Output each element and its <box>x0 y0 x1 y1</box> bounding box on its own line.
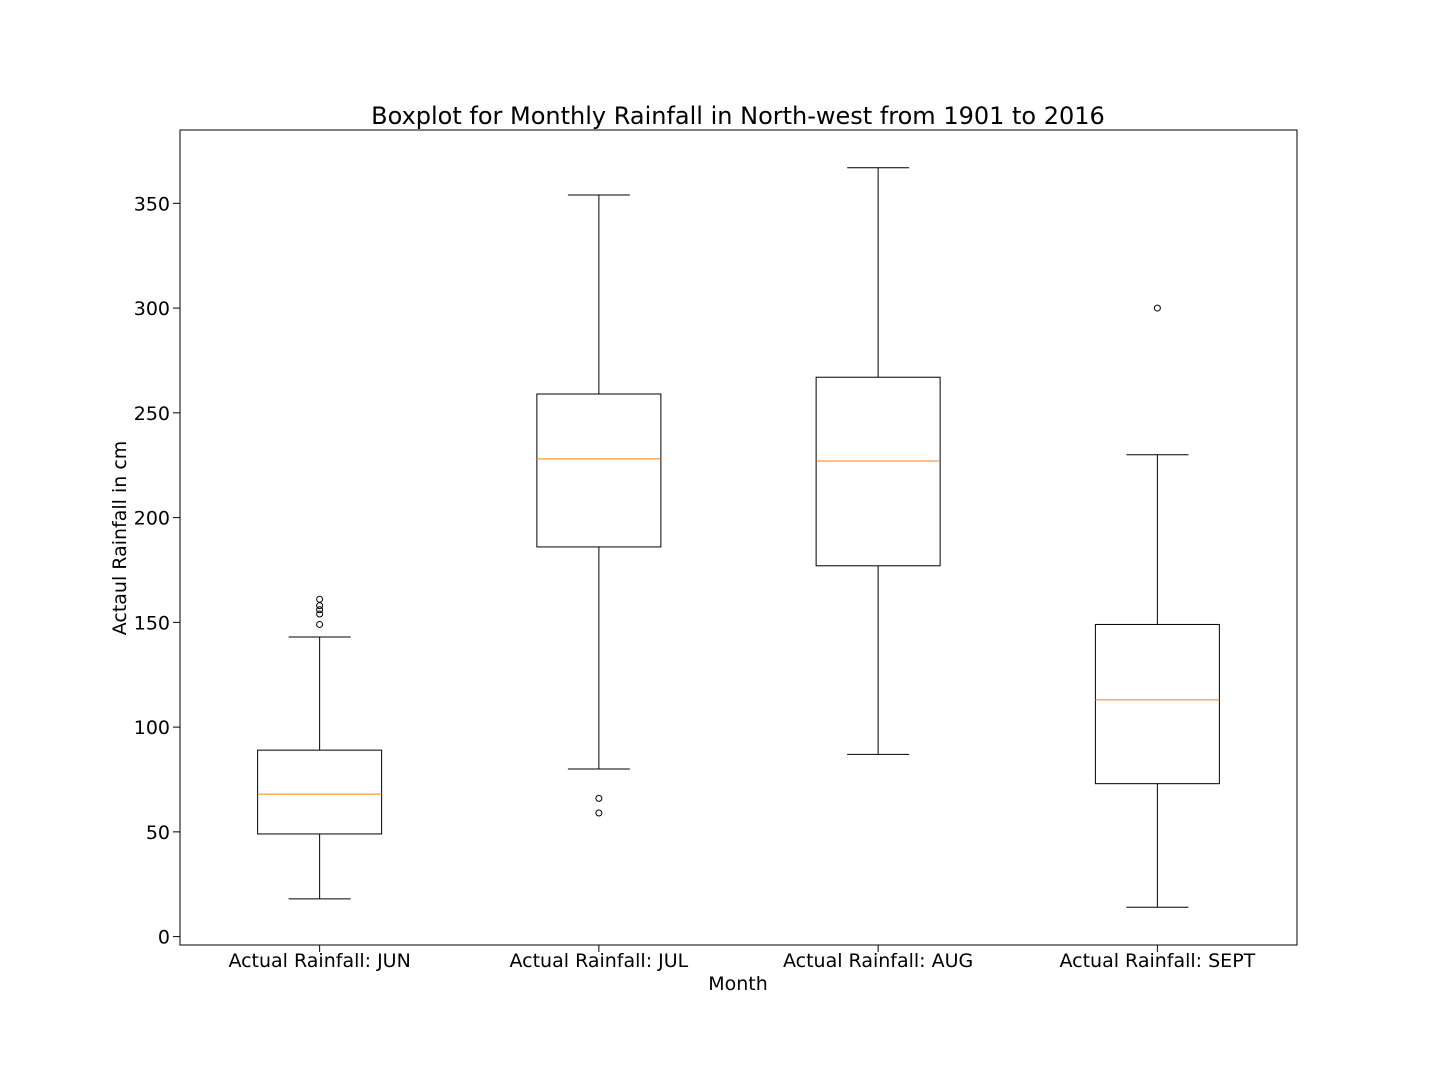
x-tick-label: Actual Rainfall: JUN <box>228 950 410 972</box>
box <box>536 393 662 548</box>
outlier-point <box>316 610 324 618</box>
plot-area: 0 50 100 150 200 250 300 350 Actual Rainfall: JU… <box>134 167 1256 972</box>
y-tick-label: 300 <box>134 298 170 320</box>
y-tick-label: 150 <box>134 612 170 634</box>
y-tick-label: 200 <box>134 508 170 530</box>
outlier-point <box>316 606 324 614</box>
y-axis-label: Actaul Rainfall in cm <box>109 441 131 636</box>
outlier-point <box>595 794 603 802</box>
x-tick-label: Actual Rainfall: JUL <box>510 950 689 972</box>
y-tick-label: 100 <box>134 717 170 739</box>
axes-frame <box>179 129 1298 946</box>
outlier-point <box>316 602 324 610</box>
outlier-point <box>595 809 603 817</box>
box <box>1094 623 1220 785</box>
outlier-point <box>316 595 324 603</box>
x-tick-label: Actual Rainfall: AUG <box>783 950 973 972</box>
chart-title: Boxplot for Monthly Rainfall in North-we… <box>371 102 1105 130</box>
y-tick-label: 50 <box>146 822 170 844</box>
outlier-point <box>1153 304 1161 312</box>
y-tick-label: 350 <box>134 193 170 215</box>
x-axis-label: Month <box>708 973 768 995</box>
x-tick-label: Actual Rainfall: SEPT <box>1059 950 1255 972</box>
outlier-point <box>316 620 324 628</box>
y-tick-label: 250 <box>134 403 170 425</box>
box <box>815 376 941 567</box>
y-tick-label: 0 <box>158 927 170 949</box>
box <box>257 749 383 835</box>
